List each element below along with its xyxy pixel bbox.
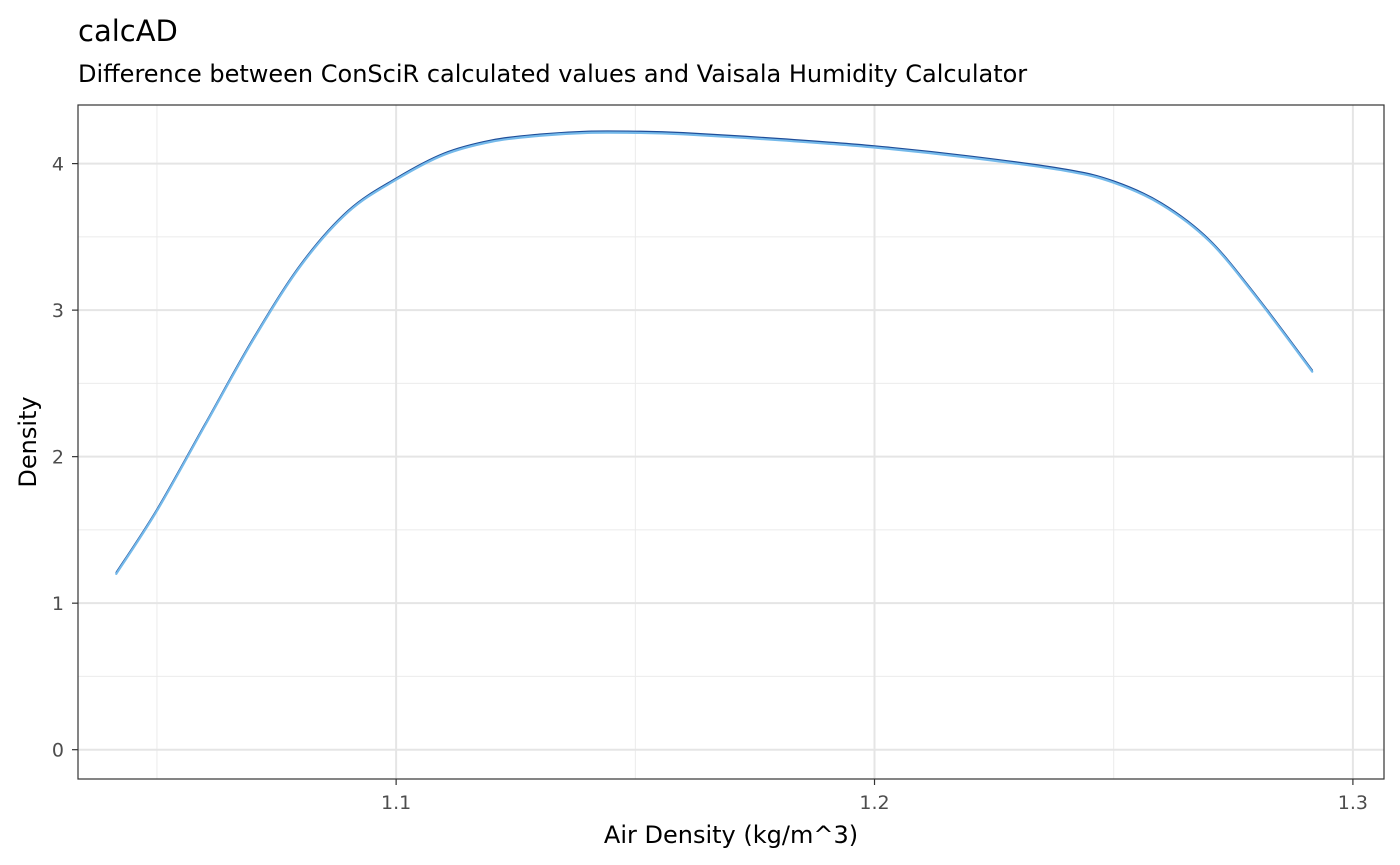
x-tick-label: 1.3 xyxy=(1338,792,1368,814)
major-gridlines xyxy=(78,105,1384,779)
chart-title: calcAD xyxy=(78,14,178,48)
y-tick-label: 2 xyxy=(52,447,64,469)
x-tick-label: 1.1 xyxy=(381,792,411,814)
x-axis-title: Air Density (kg/m^3) xyxy=(604,821,858,849)
y-tick-label: 0 xyxy=(52,740,64,762)
y-tick-label: 3 xyxy=(52,300,64,322)
density-series-line xyxy=(115,130,1314,574)
series-layer xyxy=(115,130,1314,575)
y-axis-title: Density xyxy=(14,396,42,487)
y-tick-label: 4 xyxy=(52,154,64,176)
y-tick-label: 1 xyxy=(52,593,64,615)
minor-gridlines xyxy=(78,105,1384,779)
panel-border xyxy=(77,104,1385,780)
x-axis: 1.1 1.2 1.3 xyxy=(381,779,1368,814)
density-series-line xyxy=(115,131,1314,575)
y-axis: 0 1 2 3 4 xyxy=(52,154,78,762)
x-tick-label: 1.2 xyxy=(859,792,889,814)
chart-subtitle: Difference between ConSciR calculated va… xyxy=(78,60,1027,88)
